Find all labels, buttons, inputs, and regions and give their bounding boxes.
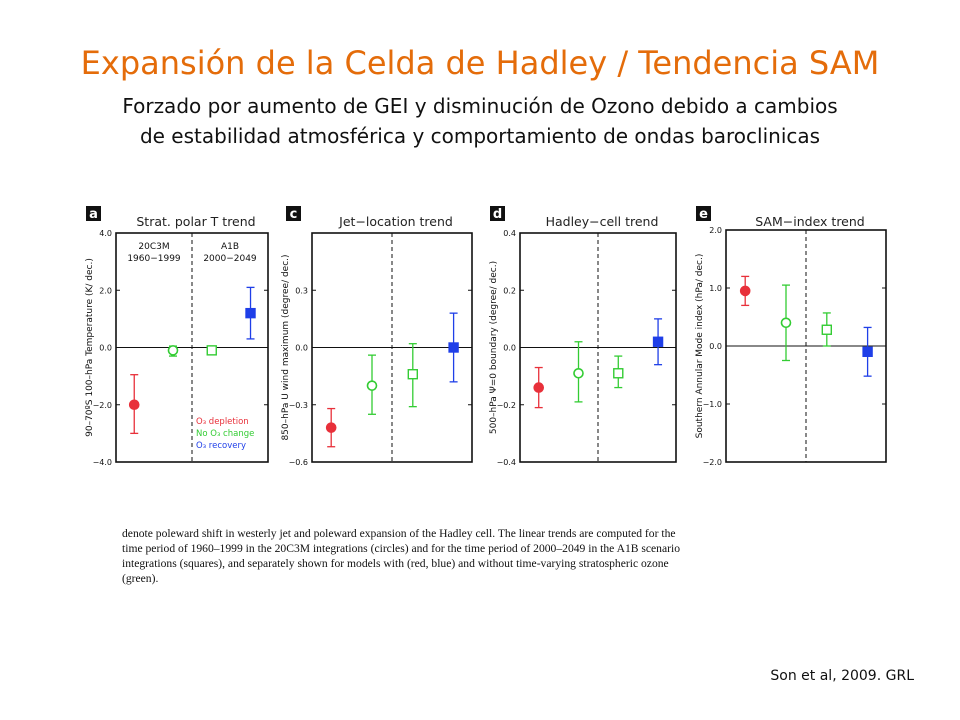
y-tick-label: −4.0 — [93, 458, 112, 467]
data-point-circle — [573, 367, 584, 379]
y-tick-label: 2.0 — [99, 286, 112, 295]
caption-line: denote poleward shift in westerly jet an… — [122, 527, 676, 540]
y-axis-label: 850–hPa U wind maximum (degree/ dec.) — [281, 254, 291, 440]
y-tick-label: 0.0 — [295, 344, 308, 353]
legend-entry: O₃ recovery — [196, 441, 246, 451]
y-tick-label: 0.0 — [99, 344, 112, 353]
y-tick-label: −1.0 — [703, 400, 722, 409]
caption-line: time period of 1960–1999 in the 20C3M in… — [122, 542, 680, 555]
period-label: A1B — [221, 242, 239, 252]
y-axis-label: Southern Annular Mode index (hPa/ dec.) — [695, 254, 705, 439]
panel-letter-box — [286, 206, 301, 221]
data-point-square — [821, 324, 832, 335]
legend-entry: No O₃ change — [196, 429, 254, 439]
panel-letter: c — [290, 207, 298, 222]
data-point-circle — [366, 380, 378, 391]
panel-title: Strat. polar T trend — [136, 214, 255, 229]
slide-title: Expansión de la Celda de Hadley / Tenden… — [80, 44, 880, 82]
y-tick-label: −2.0 — [703, 458, 722, 467]
y-tick-label: −2.0 — [93, 401, 112, 410]
data-point-circle — [739, 285, 751, 297]
citation: Son et al, 2009. GRL — [770, 668, 914, 684]
y-tick-label: 4.0 — [99, 229, 112, 238]
y-tick-label: 1.0 — [709, 284, 722, 293]
y-tick-label: 0.0 — [503, 344, 516, 353]
y-tick-label: 0.2 — [503, 286, 516, 295]
panel-letter-box — [696, 206, 711, 221]
data-point-square — [448, 342, 459, 353]
y-tick-label: 0.0 — [709, 342, 722, 351]
y-tick-label: −0.2 — [497, 401, 516, 410]
y-tick-label: 0.3 — [295, 286, 308, 295]
caption-line: (green). — [122, 572, 159, 585]
data-point-square — [613, 368, 624, 379]
data-point-square — [206, 345, 217, 356]
subtitle-line-1: Forzado por aumento de GEI y disminución… — [122, 94, 838, 118]
data-point-circle — [128, 399, 140, 411]
data-point-square — [245, 307, 256, 319]
data-point-square — [862, 346, 873, 358]
panel-letter: d — [493, 207, 502, 222]
period-label: 20C3M — [138, 242, 169, 252]
y-axis-label: 90–70ºS 100–hPa Temperature (K/ dec.) — [85, 258, 95, 437]
period-years: 1960−1999 — [127, 254, 181, 264]
y-tick-label: −0.3 — [289, 401, 308, 410]
data-point-circle — [780, 317, 792, 329]
panel-title: SAM−index trend — [755, 214, 864, 229]
figure-caption: denote poleward shift in westerly jet an… — [122, 526, 802, 586]
data-point-circle — [533, 382, 545, 393]
panel-title: Jet−location trend — [338, 214, 453, 229]
data-point-square — [407, 369, 418, 380]
caption-line: integrations (squares), and separately s… — [122, 557, 669, 570]
panel-letter: a — [89, 207, 98, 222]
subtitle-line-2: de estabilidad atmosférica y comportamie… — [139, 124, 821, 148]
y-tick-label: −0.4 — [497, 458, 516, 467]
panel-letter-box — [490, 206, 505, 221]
legend-entry: O₃ depletion — [196, 417, 249, 427]
y-tick-label: 2.0 — [709, 226, 722, 235]
trend-panels-figure: a Strat. polar T trend 4.0 2.0 0.0 −2.0 −4.0 90… — [85, 206, 887, 467]
y-axis-label: 500–hPa Ψ=0 boundary (degree/ dec.) — [489, 261, 499, 434]
period-years: 2000−2049 — [203, 254, 257, 264]
panel-letter: e — [699, 207, 708, 222]
data-point-square — [652, 336, 664, 347]
y-tick-label: −0.6 — [289, 458, 308, 467]
panel-title: Hadley−cell trend — [546, 214, 659, 229]
y-tick-label: 0.4 — [503, 229, 516, 238]
data-point-circle — [325, 422, 337, 433]
panel-letter-box — [86, 206, 101, 221]
data-point-circle — [167, 345, 179, 356]
